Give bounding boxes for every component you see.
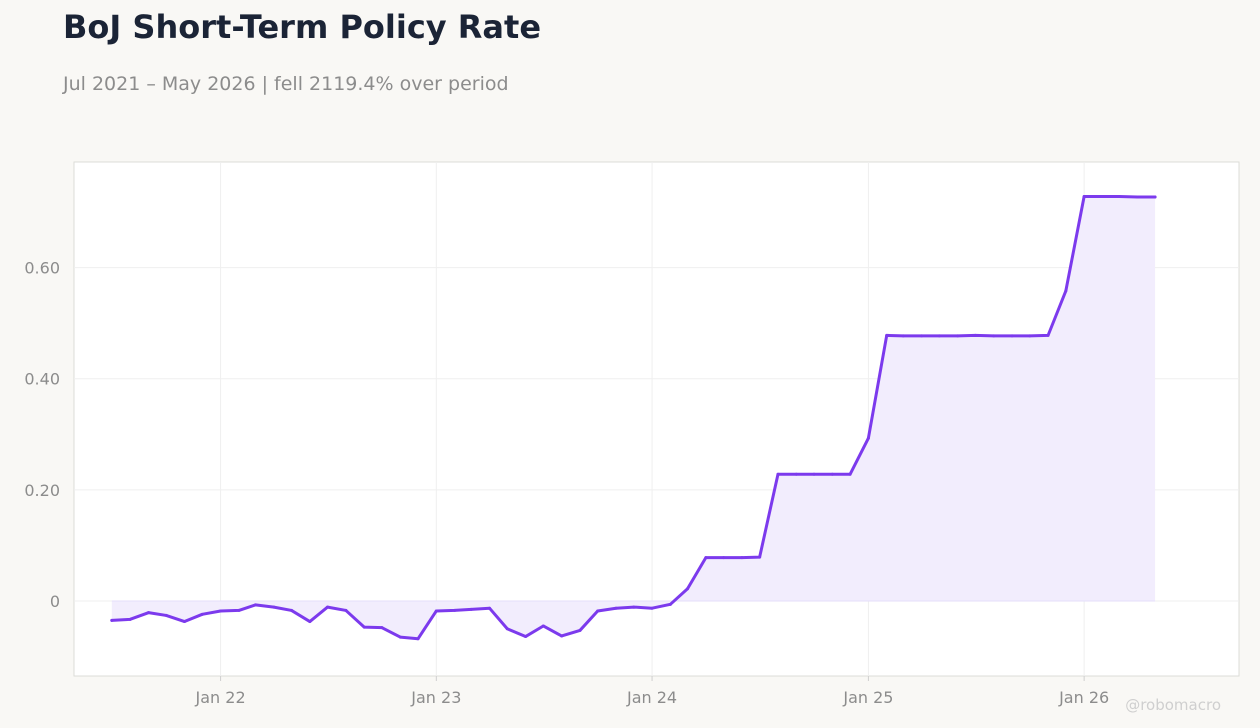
data-point bbox=[164, 613, 168, 617]
data-point bbox=[992, 334, 996, 338]
data-point bbox=[1153, 195, 1157, 199]
data-point bbox=[578, 628, 582, 632]
y-axis: 0 0.20 0.40 0.60 bbox=[24, 259, 60, 611]
data-point bbox=[901, 334, 905, 338]
x-tick-label: Jan 25 bbox=[842, 688, 893, 707]
data-point bbox=[237, 608, 241, 612]
data-point bbox=[812, 472, 816, 476]
series-area-fill bbox=[111, 196, 1156, 639]
data-point bbox=[740, 556, 744, 560]
data-point bbox=[866, 436, 870, 440]
data-point bbox=[1082, 194, 1086, 198]
data-point bbox=[650, 606, 654, 610]
data-point bbox=[398, 635, 402, 639]
data-point bbox=[1100, 194, 1104, 198]
data-point bbox=[541, 624, 545, 628]
page-title: BoJ Short-Term Policy Rate bbox=[63, 8, 542, 46]
data-point bbox=[794, 472, 798, 476]
data-point bbox=[434, 609, 438, 613]
data-point bbox=[1064, 289, 1068, 293]
data-point bbox=[344, 608, 348, 612]
data-point bbox=[956, 334, 960, 338]
page-subtitle: Jul 2021 – May 2026 | fell 2119.4% over … bbox=[63, 73, 509, 95]
y-tick-label: 0.60 bbox=[24, 259, 60, 278]
data-point bbox=[614, 606, 618, 610]
data-point bbox=[505, 627, 509, 631]
data-point bbox=[290, 608, 294, 612]
data-point bbox=[146, 611, 150, 615]
y-tick-label: 0.40 bbox=[24, 370, 60, 389]
data-point bbox=[920, 334, 924, 338]
data-point bbox=[776, 472, 780, 476]
data-point bbox=[469, 607, 473, 611]
data-point bbox=[326, 605, 330, 609]
x-axis: Jan 22 Jan 23 Jan 24 Jan 25 Jan 26 bbox=[195, 676, 1109, 707]
data-point bbox=[183, 620, 187, 624]
data-point bbox=[704, 556, 708, 560]
data-point bbox=[632, 605, 636, 609]
data-point bbox=[885, 333, 889, 337]
data-point bbox=[272, 605, 276, 609]
data-point bbox=[488, 606, 492, 610]
data-point bbox=[937, 334, 941, 338]
data-point bbox=[830, 472, 834, 476]
x-tick-label: Jan 22 bbox=[195, 688, 246, 707]
y-tick-label: 0.20 bbox=[24, 481, 60, 500]
data-point bbox=[1046, 333, 1050, 337]
data-point bbox=[973, 333, 977, 337]
data-point bbox=[686, 587, 690, 591]
data-point bbox=[668, 602, 672, 606]
data-point bbox=[380, 626, 384, 630]
data-point bbox=[596, 609, 600, 613]
data-point bbox=[1010, 334, 1014, 338]
x-tick-label: Jan 26 bbox=[1058, 688, 1109, 707]
data-point bbox=[1135, 195, 1139, 199]
watermark: @robomacro bbox=[1125, 696, 1221, 714]
data-point bbox=[1117, 194, 1121, 198]
data-point bbox=[560, 634, 564, 638]
data-point bbox=[308, 620, 312, 624]
data-point bbox=[416, 637, 420, 641]
data-point bbox=[758, 555, 762, 559]
data-point bbox=[219, 609, 223, 613]
data-point bbox=[110, 618, 114, 622]
data-point bbox=[453, 608, 457, 612]
data-point bbox=[524, 635, 528, 639]
x-tick-label: Jan 24 bbox=[626, 688, 677, 707]
area-layer bbox=[110, 194, 1157, 641]
data-point bbox=[128, 617, 132, 621]
data-point bbox=[848, 472, 852, 476]
data-point bbox=[362, 625, 366, 629]
x-tick-label: Jan 23 bbox=[410, 688, 461, 707]
data-point bbox=[722, 556, 726, 560]
data-point bbox=[200, 612, 204, 616]
data-point bbox=[253, 603, 257, 607]
y-tick-label: 0 bbox=[50, 592, 60, 611]
data-point bbox=[1028, 334, 1032, 338]
